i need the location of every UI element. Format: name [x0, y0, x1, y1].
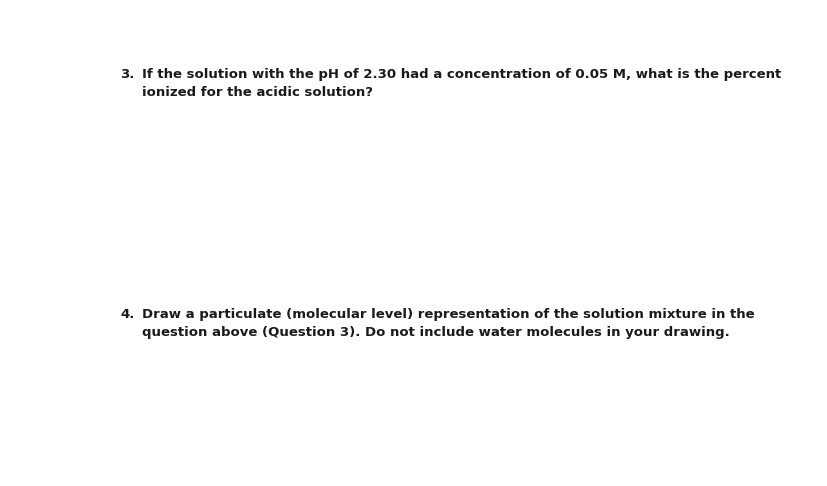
Text: ionized for the acidic solution?: ionized for the acidic solution? — [141, 86, 372, 99]
Text: If the solution with the pH of 2.30 had a concentration of 0.05 M, what is the p: If the solution with the pH of 2.30 had … — [141, 68, 781, 81]
Text: question above (Question 3). Do not include water molecules in your drawing.: question above (Question 3). Do not incl… — [141, 326, 729, 339]
Text: Draw a particulate (molecular level) representation of the solution mixture in t: Draw a particulate (molecular level) rep… — [141, 308, 753, 321]
Text: 3.: 3. — [120, 68, 134, 81]
Text: 4.: 4. — [120, 308, 134, 321]
